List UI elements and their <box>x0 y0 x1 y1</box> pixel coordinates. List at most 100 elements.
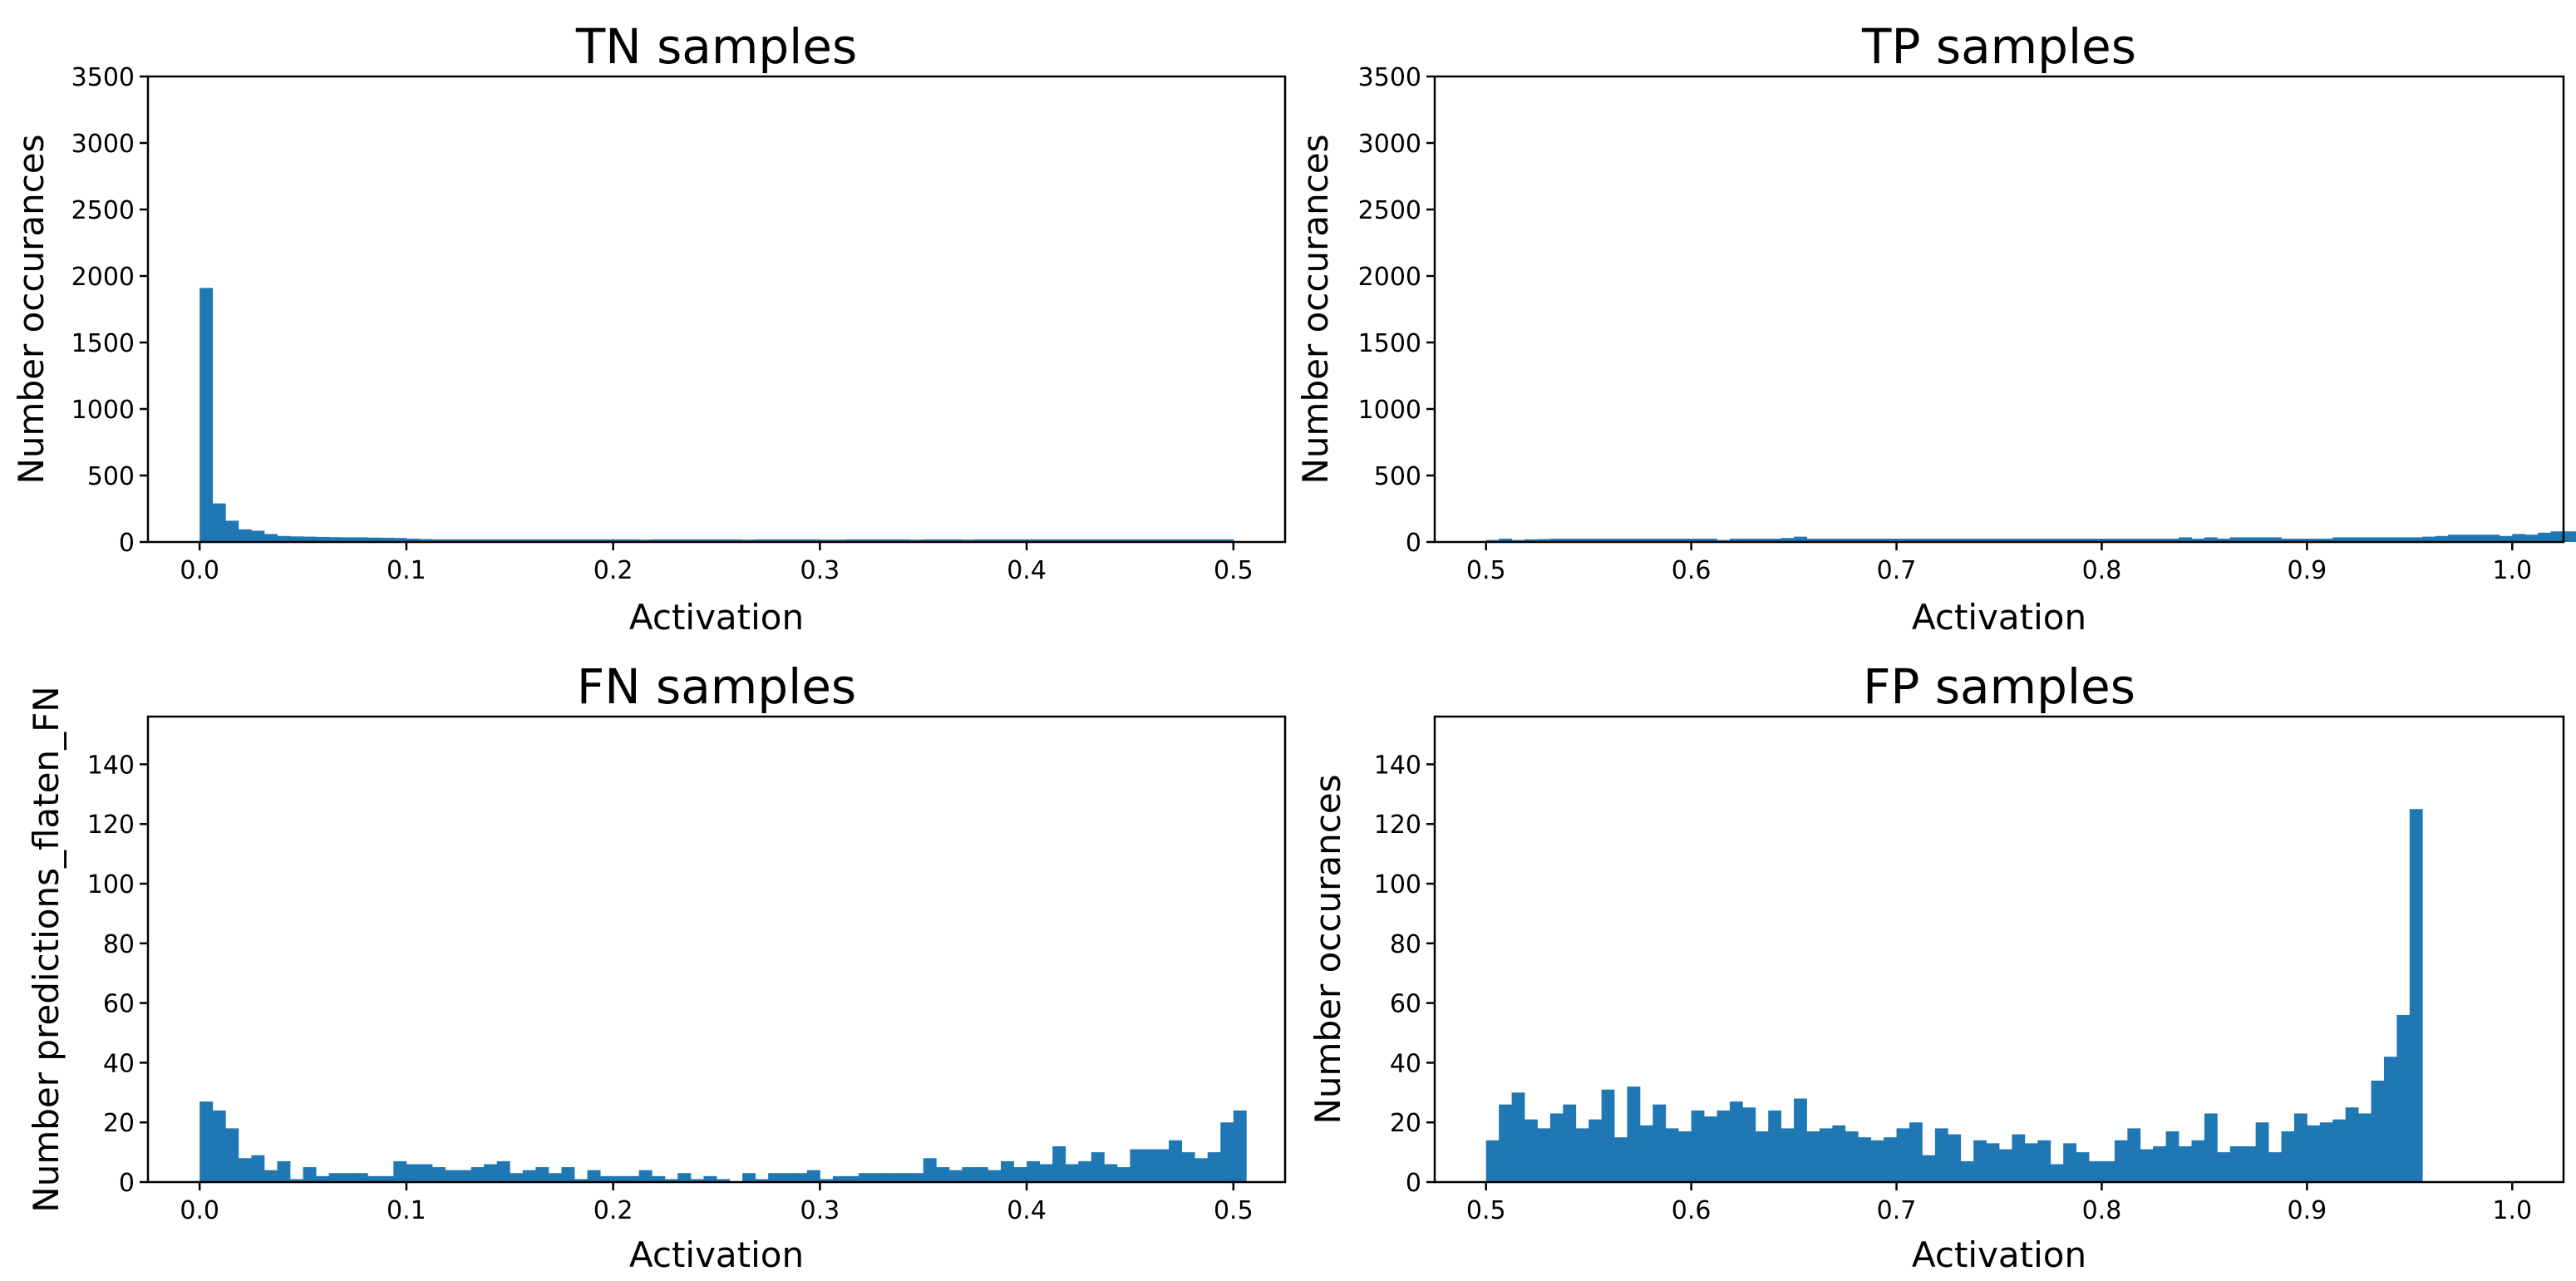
histogram-bar <box>1511 1092 1525 1182</box>
histogram-bar <box>574 539 588 542</box>
plot-frame <box>146 715 1287 1184</box>
histogram-bar <box>703 1175 717 1182</box>
histogram-bar <box>1549 539 1564 542</box>
histogram-bar <box>1960 539 1974 542</box>
histogram-bar <box>1001 539 1014 542</box>
histogram-bar <box>1665 539 1679 542</box>
histogram-bar <box>2358 537 2372 542</box>
histogram-bar <box>199 1101 214 1182</box>
histogram-bar <box>2114 539 2128 542</box>
histogram-bar <box>2153 539 2167 542</box>
y-tick-label: 500 <box>1374 462 1421 491</box>
histogram-bar <box>1588 1119 1603 1182</box>
histogram-bar <box>1806 539 1820 542</box>
histogram-bar <box>2050 539 2064 542</box>
histogram-bar <box>1704 1116 1717 1182</box>
histogram-bar <box>2076 1152 2090 1182</box>
y-tick-label: 1000 <box>1358 396 1421 425</box>
histogram-bar <box>458 1170 472 1182</box>
histogram-bar <box>1832 1125 1846 1182</box>
x-axis-ticks: 0.5 0.6 0.7 0.8 0.9 1.0 <box>1466 1182 2532 1225</box>
x-axis-label: Activation <box>1912 1234 2086 1275</box>
chart-panel-tn: TN samples 0.0 0.1 0.2 0.3 0.4 0.5 0 500 1000 15… <box>11 18 1287 638</box>
plot-frame <box>146 75 1287 544</box>
histogram-bar <box>561 1167 575 1182</box>
histogram-bar <box>2358 1113 2372 1182</box>
histogram-bar <box>1575 1128 1589 1182</box>
histogram-bar <box>2319 539 2333 542</box>
histogram-bar <box>1537 1128 1551 1182</box>
histogram-bar <box>652 539 666 542</box>
histogram-bar <box>923 1158 937 1182</box>
histogram-bar <box>2165 1131 2180 1182</box>
histogram-bar <box>948 1170 963 1182</box>
x-tick-label: 0.9 <box>2288 1196 2327 1225</box>
chart-title: TN samples <box>575 18 857 75</box>
y-axis-ticks: 0 500 1000 1500 2000 2500 3000 3500 <box>1358 63 1435 558</box>
histogram-bar <box>1601 539 1615 542</box>
histogram-bar <box>2089 1160 2102 1182</box>
y-tick-label: 100 <box>1374 870 1421 899</box>
histogram-bar <box>690 539 704 542</box>
histogram-bar <box>2076 539 2090 542</box>
histogram-bar <box>535 539 549 542</box>
histogram-bar <box>2422 536 2436 542</box>
histogram-bar <box>2307 539 2321 542</box>
histogram-bar <box>290 1179 303 1182</box>
histogram-bar <box>2063 539 2076 542</box>
histogram-bar <box>1078 1160 1092 1182</box>
plot-frame <box>1433 715 2565 1184</box>
histogram-bar <box>1130 539 1144 542</box>
histogram-bar <box>1601 1089 1615 1182</box>
histogram-bar <box>613 539 627 542</box>
histogram-bar <box>845 539 859 542</box>
histogram-bar <box>1563 1104 1577 1182</box>
x-tick-label: 0.1 <box>387 556 426 585</box>
histogram-bar <box>1116 539 1130 542</box>
histogram-bar <box>2448 535 2461 542</box>
histogram-bar <box>794 1173 808 1182</box>
histogram-bar <box>2371 537 2385 542</box>
histogram-bar <box>1768 539 1782 542</box>
histogram-bar <box>1794 1098 1807 1182</box>
histogram-bar <box>1575 539 1589 542</box>
histogram-bar <box>251 530 265 542</box>
histogram-bar <box>677 539 692 542</box>
histogram-bar <box>1549 1113 1564 1182</box>
histogram-bar <box>496 539 510 542</box>
histogram-bar <box>1781 538 1795 542</box>
histogram-bar <box>690 1179 704 1182</box>
chart-title: FP samples <box>1863 658 2135 715</box>
y-tick-label: 20 <box>103 1109 135 1138</box>
histogram-bar <box>1934 1128 1948 1182</box>
histogram-bar <box>1639 1125 1653 1182</box>
histogram-bar <box>988 1170 1002 1182</box>
histogram-bar <box>342 1173 356 1182</box>
histogram-bar <box>664 539 678 542</box>
histogram-bar <box>613 1175 627 1182</box>
y-tick-label: 80 <box>1390 930 1421 959</box>
histogram-bar <box>1537 539 1551 542</box>
x-tick-label: 0.5 <box>1466 1196 1506 1225</box>
histogram-bar <box>510 1173 524 1182</box>
y-tick-label: 100 <box>87 870 135 899</box>
histogram-bar <box>1973 1140 1987 1182</box>
histogram-bar <box>432 1167 446 1182</box>
histogram-bar <box>781 1173 795 1182</box>
histogram-bar <box>1832 539 1846 542</box>
histogram-bar <box>1524 1119 1538 1182</box>
histogram-bar <box>729 539 743 542</box>
histogram-bar <box>1652 539 1667 542</box>
histogram-bar <box>1220 539 1234 542</box>
y-tick-label: 40 <box>103 1049 135 1078</box>
histogram-bar <box>1755 539 1769 542</box>
y-tick-label: 0 <box>119 529 135 558</box>
histogram-bar <box>1742 539 1756 542</box>
histogram-bar <box>1999 539 2012 542</box>
histogram-bar <box>264 534 278 542</box>
histogram-bar <box>2101 539 2115 542</box>
histogram-bar <box>988 539 1002 542</box>
histogram-bar <box>303 536 317 542</box>
histogram-bar <box>1181 1152 1195 1182</box>
